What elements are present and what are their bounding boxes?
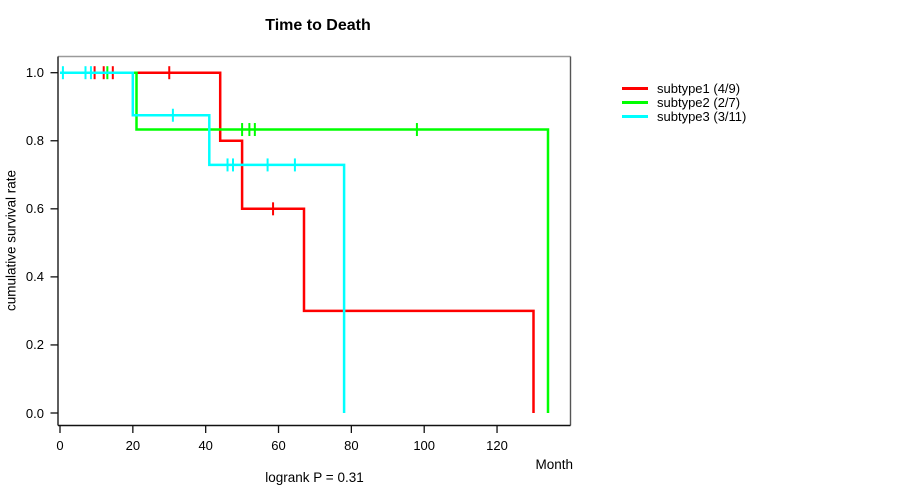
legend-label-subtype3: subtype3 (3/11) — [657, 108, 747, 124]
x-tick-label-120: 120 — [486, 438, 508, 453]
x-tick-label-20: 20 — [125, 438, 141, 453]
logrank-annotation: logrank P = 0.31 — [265, 470, 364, 485]
y-tick-label-0.8: 0.8 — [25, 133, 44, 149]
y-tick-label-0.6: 0.6 — [25, 201, 44, 217]
x-tick-label-80: 80 — [344, 438, 359, 453]
y-tick-label-0.2: 0.2 — [25, 337, 44, 353]
legend-item-subtype3: subtype3 (3/11) — [622, 108, 747, 124]
x-tick-label-0: 0 — [56, 438, 64, 453]
legend-label-subtype2: subtype2 (2/7) — [657, 94, 741, 110]
series-subtype1-curve — [60, 71, 535, 413]
x-tick-label-40: 40 — [198, 438, 213, 453]
y-tick-label-1.0: 1.0 — [25, 65, 44, 81]
y-tick-label-0.0: 0.0 — [25, 405, 44, 421]
x-tick-label-60: 60 — [271, 438, 286, 453]
x-axis-label: Month — [535, 457, 573, 472]
y-axis-label: cumulative survival rate — [3, 169, 19, 312]
chart-title: Time to Death — [265, 17, 371, 34]
legend-item-subtype1: subtype1 (4/9) — [622, 80, 746, 96]
x-tick-label-100: 100 — [413, 438, 436, 453]
legend-line-subtype3 — [622, 114, 648, 118]
legend-line-subtype1 — [622, 86, 648, 90]
y-tick-label-0.4: 0.4 — [25, 269, 44, 285]
series-subtype3-curve — [60, 71, 346, 413]
legend: subtype1 (4/9) subtype2 (2/7) subtype3 (… — [622, 80, 747, 124]
legend-item-subtype2: subtype2 (2/7) — [622, 94, 746, 110]
legend-line-subtype2 — [622, 100, 648, 104]
legend-label-subtype1: subtype1 (4/9) — [657, 80, 741, 96]
